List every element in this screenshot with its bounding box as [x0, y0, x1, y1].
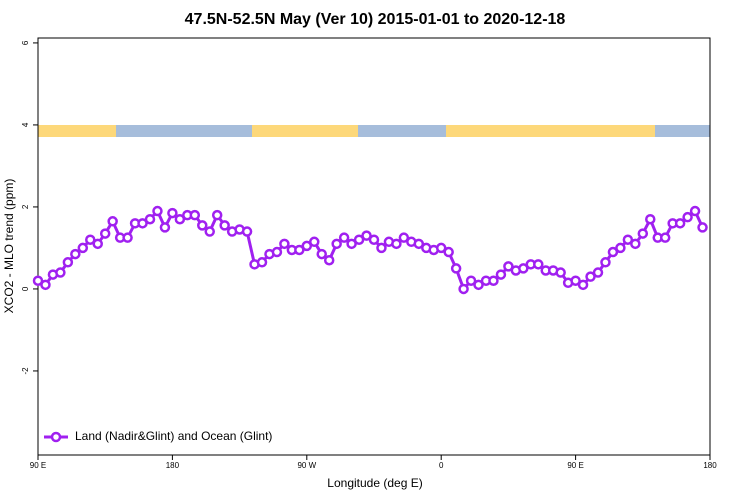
data-point [503, 261, 514, 272]
data-point [689, 205, 701, 217]
data-point [159, 222, 171, 233]
x-tick-label: 90 E [30, 461, 46, 470]
data-point [40, 279, 51, 291]
data-point [346, 238, 357, 250]
data-point [592, 267, 604, 278]
data-point [85, 234, 96, 245]
data-point [107, 216, 118, 227]
data-point [488, 275, 499, 286]
data-point [55, 267, 66, 278]
data-point [211, 209, 223, 221]
data-point [645, 213, 656, 225]
data-point [361, 230, 372, 241]
y-axis-label: XCO2 - MLO trend (ppm) [2, 179, 16, 314]
y-tick-label: 2 [21, 204, 30, 209]
data-point [435, 242, 447, 254]
legend-label: Land (Nadir&Glint) and Ocean (Glint) [75, 429, 272, 443]
data-point [174, 213, 186, 225]
data-point [570, 275, 581, 286]
data-point [630, 238, 641, 250]
data-point [555, 267, 566, 278]
y-tick-label: -2 [21, 367, 30, 375]
data-point [391, 238, 402, 250]
data-point [585, 271, 596, 282]
data-point [279, 238, 290, 250]
data-point [301, 240, 313, 252]
data-point [294, 244, 305, 256]
data-point [659, 232, 671, 243]
data-point [615, 242, 626, 254]
data-point [607, 246, 619, 258]
x-tick-label: 180 [703, 461, 717, 470]
data-point [368, 234, 380, 245]
data-point [622, 234, 634, 245]
data-point [204, 226, 215, 237]
data-point [637, 228, 649, 239]
data-point [189, 209, 201, 221]
data-point [92, 238, 103, 250]
data-point [323, 254, 335, 266]
data-point [99, 228, 111, 239]
data-point [137, 218, 148, 229]
x-tick-label: 90 W [297, 461, 316, 470]
y-tick-label: 0 [21, 286, 30, 291]
data-point [256, 257, 268, 268]
data-point [458, 283, 469, 295]
data-point [473, 279, 484, 291]
data-point [331, 238, 342, 250]
data-point [697, 222, 708, 233]
data-point [197, 220, 208, 231]
data-point [674, 218, 686, 229]
data-point [450, 263, 462, 274]
data-point [533, 259, 544, 270]
data-point [271, 246, 283, 258]
data-point [495, 269, 507, 280]
legend-marker [50, 431, 62, 443]
data-point [316, 248, 327, 260]
data-point [518, 263, 529, 274]
data-point [62, 257, 74, 268]
x-axis-label: Longitude (deg E) [327, 476, 422, 490]
data-point [219, 220, 230, 231]
x-tick-label: 90 E [567, 461, 583, 470]
data-point [600, 257, 611, 268]
data-point [465, 275, 477, 286]
chart-title: 47.5N-52.5N May (Ver 10) 2015-01-01 to 2… [185, 11, 566, 28]
x-tick-label: 180 [166, 461, 180, 470]
x-tick-label: 0 [439, 461, 444, 470]
data-point [70, 248, 81, 260]
plot-frame [37, 37, 711, 456]
land-ocean-strip [38, 125, 710, 137]
data-point [577, 279, 589, 291]
y-tick-label: 4 [21, 122, 30, 127]
data-point [353, 234, 365, 245]
data-point [682, 211, 693, 223]
data-point [152, 205, 163, 217]
data-point [122, 232, 133, 243]
data-point [309, 236, 320, 248]
data-point [241, 226, 253, 237]
data-point [413, 238, 425, 250]
data-point [338, 232, 350, 243]
data-point [32, 275, 44, 286]
data-point [398, 232, 410, 243]
data-point [77, 242, 89, 254]
data-point [167, 207, 178, 219]
data-point [376, 242, 387, 254]
y-tick-label: 6 [21, 40, 30, 45]
data-point [144, 213, 156, 225]
data-point [443, 246, 454, 258]
